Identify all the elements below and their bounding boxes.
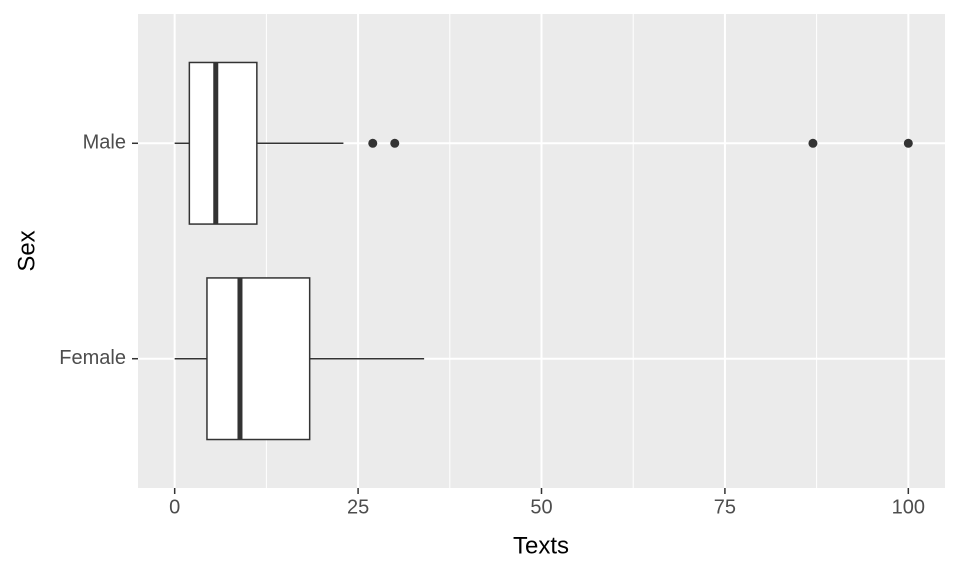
x-tick-label: 25 — [347, 496, 369, 518]
x-tick-label: 50 — [530, 496, 552, 518]
outlier — [808, 138, 818, 148]
outlier — [368, 138, 378, 148]
x-axis-title: Texts — [513, 532, 569, 559]
outlier — [390, 138, 400, 148]
box — [206, 277, 311, 441]
y-tick-label: Female — [59, 347, 126, 369]
outlier — [903, 138, 913, 148]
x-tick-label: 75 — [714, 496, 736, 518]
box — [188, 61, 258, 225]
y-tick-label: Male — [83, 132, 126, 154]
x-tick-label: 0 — [169, 496, 180, 518]
x-tick-label: 100 — [892, 496, 925, 518]
y-axis-title: Sex — [13, 230, 40, 271]
